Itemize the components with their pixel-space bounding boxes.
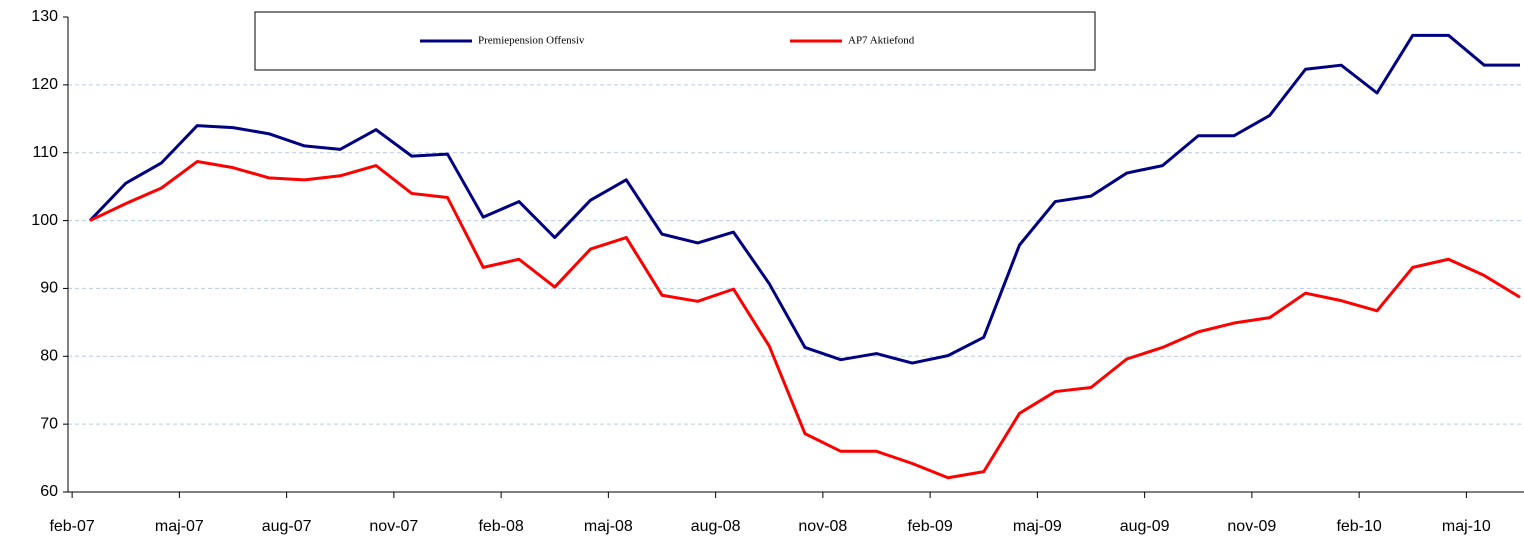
x-tick-label: nov-07 xyxy=(369,518,418,535)
x-tick-label: feb-09 xyxy=(907,518,952,535)
legend-label: Premiepension Offensiv xyxy=(478,35,585,47)
x-tick-label: maj-09 xyxy=(1013,518,1062,535)
y-tick-label: 130 xyxy=(31,8,58,25)
y-tick-label: 100 xyxy=(31,212,58,229)
x-tick-label: nov-08 xyxy=(798,518,847,535)
x-tick-label: nov-09 xyxy=(1227,518,1276,535)
x-tick-label: feb-08 xyxy=(478,518,523,535)
legend-box xyxy=(254,11,1096,71)
y-tick-label: 60 xyxy=(40,483,58,500)
x-tick-label: maj-10 xyxy=(1442,518,1491,535)
x-tick-label: aug-09 xyxy=(1120,518,1170,535)
y-tick-label: 80 xyxy=(40,348,58,365)
legend-label: AP7 Aktiefond xyxy=(848,35,915,47)
y-tick-label: 110 xyxy=(32,144,58,161)
x-tick-label: aug-08 xyxy=(691,518,741,535)
x-tick-label: aug-07 xyxy=(262,518,312,535)
y-tick-label: 120 xyxy=(31,76,58,93)
x-tick-label: maj-07 xyxy=(155,518,204,535)
series-line xyxy=(88,33,1520,365)
x-tick-label: maj-08 xyxy=(584,518,633,535)
y-tick-label: 70 xyxy=(40,415,58,432)
series-line xyxy=(89,160,1521,480)
x-tick-label: feb-10 xyxy=(1336,518,1381,535)
x-tick-label: feb-07 xyxy=(49,518,94,535)
y-tick-label: 90 xyxy=(40,280,58,297)
